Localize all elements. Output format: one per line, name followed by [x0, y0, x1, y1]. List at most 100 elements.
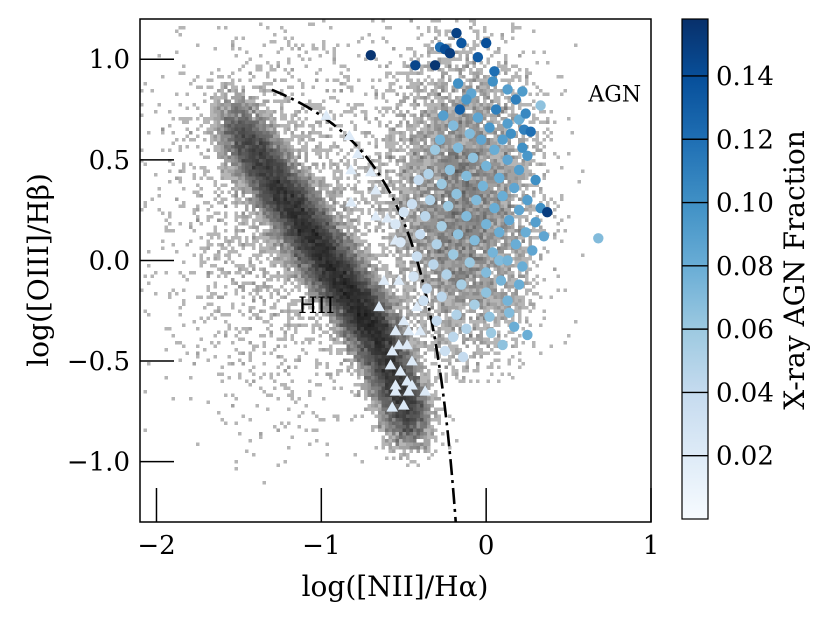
- agn-fraction-point: [513, 204, 525, 216]
- agn-fraction-point: [517, 261, 528, 272]
- triangle-point: [384, 359, 397, 370]
- y-axis-title: log([OIII]/Hβ): [22, 173, 55, 367]
- agn-fraction-point: [461, 323, 472, 334]
- triangle-point: [345, 164, 357, 175]
- agn-fraction-point: [502, 255, 513, 266]
- agn-fraction-point: [429, 144, 441, 155]
- agn-fraction-point: [513, 114, 525, 125]
- y-tick-label: 0.5: [89, 146, 130, 176]
- agn-fraction-point: [485, 327, 497, 339]
- y-tick-label: −0.5: [67, 347, 130, 377]
- agn-fraction-point: [502, 84, 513, 95]
- x-tick-label: 1: [643, 531, 660, 561]
- agn-fraction-point: [365, 50, 376, 61]
- agn-fraction-point: [443, 200, 454, 212]
- agn-fraction-point: [461, 94, 472, 105]
- agn-fraction-point: [504, 215, 515, 226]
- agn-fraction-point: [448, 120, 459, 131]
- agn-fraction-point: [522, 150, 533, 161]
- triangle-point: [397, 399, 410, 410]
- agn-fraction-point: [467, 152, 479, 163]
- agn-fraction-point: [517, 142, 528, 153]
- agn-fraction-point: [424, 194, 436, 206]
- agn-fraction-point: [504, 307, 515, 318]
- agn-fraction-point: [421, 283, 432, 294]
- agn-fraction-point: [434, 134, 446, 145]
- agn-fraction-point: [431, 239, 442, 250]
- agn-fraction-point: [431, 315, 442, 326]
- agn-fraction-point: [477, 180, 489, 192]
- agn-fraction-point: [456, 279, 467, 290]
- agn-fraction-point: [520, 108, 531, 119]
- agn-fraction-point: [448, 249, 459, 260]
- agn-fraction-point: [505, 128, 517, 139]
- triangle-point: [378, 274, 390, 285]
- agn-fraction-point: [395, 237, 406, 248]
- agn-fraction-point: [464, 128, 475, 139]
- agn-fraction-point: [423, 168, 434, 180]
- agn-fraction-point: [438, 110, 449, 121]
- agn-fraction-point: [509, 182, 520, 194]
- agn-fraction-point: [461, 211, 472, 222]
- hii-triangle-markers: [320, 109, 431, 412]
- agn-fraction-point: [481, 160, 492, 172]
- triangle-point: [392, 339, 405, 350]
- y-tick-label: −1.0: [67, 448, 130, 478]
- agn-fraction-point: [469, 299, 480, 310]
- agn-fraction-point: [448, 331, 459, 343]
- agn-fraction-point: [420, 211, 431, 222]
- agn-fraction-point: [497, 339, 508, 351]
- agn-fraction-point: [494, 172, 505, 184]
- agn-fraction-point: [441, 269, 452, 280]
- agn-fraction-point: [436, 178, 447, 190]
- agn-fraction-point: [522, 329, 533, 341]
- agn-fraction-point: [513, 164, 525, 176]
- agn-fraction-point: [428, 259, 439, 270]
- y-tick-label: 0.0: [89, 246, 130, 276]
- agn-fraction-point: [542, 207, 553, 218]
- agn-fraction-point: [411, 251, 423, 262]
- triangle-point: [386, 401, 399, 412]
- x-axis-ticks: −2 −1 0 1: [137, 488, 659, 561]
- agn-fraction-point: [513, 279, 525, 290]
- agn-fraction-point: [502, 154, 513, 165]
- agn-fraction-point: [593, 233, 604, 244]
- triangle-point: [402, 325, 415, 336]
- agn-fraction-point: [471, 194, 482, 206]
- colorbar-title: X-ray AGN Fraction: [778, 130, 811, 409]
- agn-fraction-point: [452, 229, 464, 240]
- colorbar-tick-label: 0.02: [716, 442, 774, 472]
- agn-fraction-point: [489, 202, 500, 214]
- agn-fraction-point: [451, 309, 462, 320]
- agn-fraction-point: [415, 229, 426, 240]
- agn-fraction-point: [497, 190, 508, 202]
- agn-fraction-points: [365, 27, 604, 363]
- agn-fraction-point: [436, 221, 447, 232]
- triangle-point: [414, 325, 427, 336]
- agn-fraction-point: [487, 247, 498, 258]
- agn-fraction-point: [520, 227, 531, 238]
- y-tick-label: 1.0: [89, 45, 130, 75]
- agn-fraction-point: [481, 37, 492, 49]
- agn-fraction-point: [525, 126, 536, 137]
- agn-fraction-point: [481, 267, 492, 278]
- agn-fraction-point: [413, 174, 424, 186]
- triangle-point: [345, 196, 357, 207]
- agn-fraction-point: [530, 174, 541, 186]
- agn-fraction-point: [456, 37, 467, 49]
- triangle-point: [419, 385, 431, 396]
- agn-fraction-point: [527, 245, 538, 256]
- hii-region-label: HII: [298, 294, 335, 319]
- agn-fraction-point: [451, 27, 462, 39]
- triangle-point: [373, 300, 385, 312]
- triangle-point: [351, 148, 364, 159]
- agn-fraction-point: [429, 60, 441, 71]
- y-axis-ticks: −1.0 −0.5 0.0 0.5 1.0: [67, 45, 174, 478]
- agn-fraction-point: [406, 198, 418, 210]
- triangle-point: [369, 210, 382, 221]
- colorbar-ticks: 0.02 0.04 0.06 0.08 0.10 0.12 0.14: [682, 62, 774, 472]
- agn-fraction-point: [522, 194, 533, 206]
- colorbar-tick-label: 0.12: [716, 125, 774, 155]
- agn-fraction-point: [502, 118, 513, 129]
